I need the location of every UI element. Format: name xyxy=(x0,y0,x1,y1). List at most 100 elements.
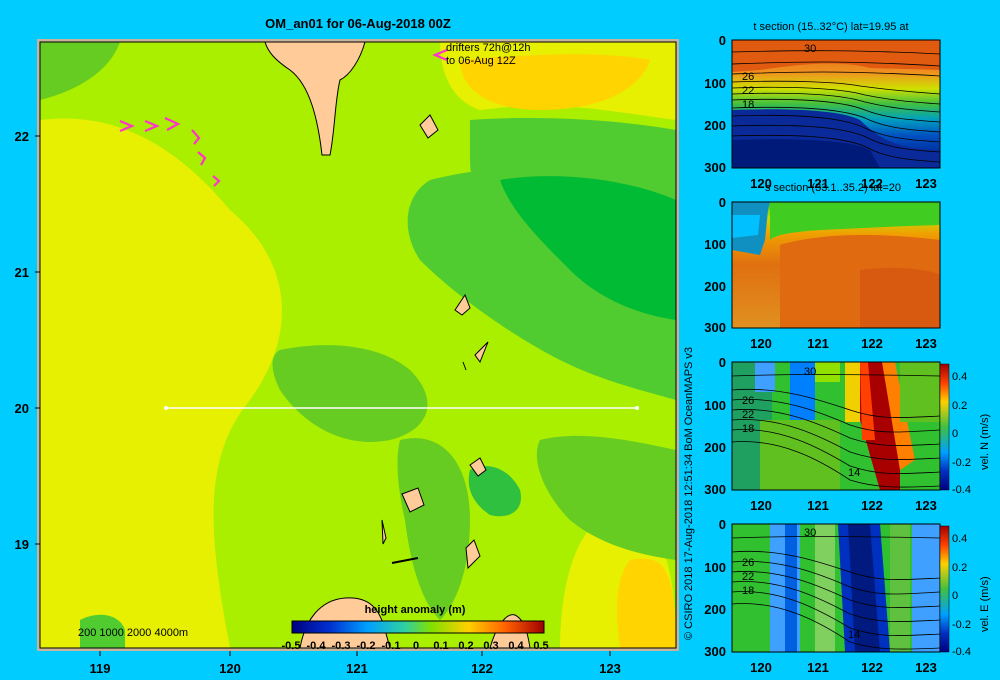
ve-label: vel. E (m/s) xyxy=(979,576,991,632)
svg-text:26: 26 xyxy=(742,395,754,407)
lat-tick: 21 xyxy=(15,265,29,280)
svg-text:300: 300 xyxy=(704,644,726,659)
svg-text:0.3: 0.3 xyxy=(483,640,498,652)
map-title: OM_an01 for 06-Aug-2018 00Z xyxy=(265,16,451,31)
ve-colorbar-ticks: 0.4 0.2 0 -0.2 -0.4 xyxy=(952,533,971,658)
lat-tick: 22 xyxy=(15,129,29,144)
svg-text:300: 300 xyxy=(704,482,726,497)
svg-text:200: 200 xyxy=(704,118,726,133)
vn-colorbar-ticks: 0.4 0.2 0 -0.2 -0.4 xyxy=(952,371,971,496)
svg-text:121: 121 xyxy=(807,498,829,513)
svg-text:14: 14 xyxy=(848,629,860,641)
svg-text:-0.3: -0.3 xyxy=(332,640,351,652)
s-section-title: s section (33.1..35.2) lat=20 xyxy=(765,182,901,194)
height-colorbar xyxy=(291,620,545,634)
svg-text:0.2: 0.2 xyxy=(952,400,967,412)
ve-colorbar xyxy=(939,525,950,653)
lon-axis: 119 120 121 122 123 xyxy=(90,651,621,676)
drifters-label-1: drifters 72h@12h xyxy=(446,42,531,54)
vn-label: vel. N (m/s) xyxy=(979,414,991,470)
svg-text:18: 18 xyxy=(742,99,754,111)
svg-text:-0.2: -0.2 xyxy=(952,619,971,631)
svg-text:200: 200 xyxy=(704,440,726,455)
t-section-panel: 30 26 22 18 xyxy=(731,39,941,169)
lon-tick: 120 xyxy=(219,661,241,676)
svg-text:30: 30 xyxy=(804,366,816,378)
svg-text:120: 120 xyxy=(750,176,772,191)
svg-text:-0.4: -0.4 xyxy=(307,640,327,652)
svg-text:0: 0 xyxy=(719,33,726,48)
drifters-label-2: to 06-Aug 12Z xyxy=(446,55,516,67)
svg-text:-0.4: -0.4 xyxy=(952,646,971,658)
svg-text:122: 122 xyxy=(861,336,883,351)
lon-tick: 119 xyxy=(90,661,111,676)
svg-text:0.2: 0.2 xyxy=(458,640,473,652)
svg-text:0.4: 0.4 xyxy=(952,533,967,545)
lat-tick: 20 xyxy=(15,401,29,416)
svg-text:-0.2: -0.2 xyxy=(357,640,376,652)
svg-text:18: 18 xyxy=(742,423,754,435)
svg-text:0.5: 0.5 xyxy=(533,640,548,652)
svg-text:100: 100 xyxy=(704,560,726,575)
svg-text:123: 123 xyxy=(915,498,937,513)
svg-text:300: 300 xyxy=(704,320,726,335)
lat-axis: 22 21 20 19 xyxy=(15,129,40,552)
svg-text:123: 123 xyxy=(915,336,937,351)
svg-text:200: 200 xyxy=(704,602,726,617)
svg-text:0: 0 xyxy=(719,195,726,210)
section-axes: 0 100 200 300 120 121 122 123 0 100 200 … xyxy=(704,33,937,675)
svg-text:22: 22 xyxy=(742,409,754,421)
lon-tick: 123 xyxy=(599,661,621,676)
svg-text:0.4: 0.4 xyxy=(952,371,967,383)
svg-text:26: 26 xyxy=(742,557,754,569)
svg-text:-0.1: -0.1 xyxy=(382,640,401,652)
svg-text:122: 122 xyxy=(861,176,883,191)
svg-text:120: 120 xyxy=(750,498,772,513)
svg-text:22: 22 xyxy=(742,571,754,583)
svg-text:30: 30 xyxy=(804,43,816,55)
svg-text:0.1: 0.1 xyxy=(433,640,448,652)
svg-text:100: 100 xyxy=(704,76,726,91)
depth-legend: 200 1000 2000 4000m xyxy=(78,627,188,639)
svg-text:121: 121 xyxy=(807,660,829,675)
credit-text: © CSIRO 2018 17-Aug-2018 12:51:34 BoM Oc… xyxy=(683,347,695,640)
svg-text:0: 0 xyxy=(719,355,726,370)
svg-text:0: 0 xyxy=(719,517,726,532)
svg-text:26: 26 xyxy=(742,71,754,83)
ve-section-panel: 30 26 22 18 14 xyxy=(731,523,941,653)
svg-text:0: 0 xyxy=(952,590,958,602)
svg-text:122: 122 xyxy=(861,498,883,513)
svg-text:-0.5: -0.5 xyxy=(282,640,301,652)
colorbar-ticks: -0.5 -0.4 -0.3 -0.2 -0.1 0 0.1 0.2 0.3 0… xyxy=(282,640,549,652)
lat-tick: 19 xyxy=(15,537,29,552)
lon-tick: 121 xyxy=(346,661,368,676)
svg-text:122: 122 xyxy=(861,660,883,675)
svg-text:-0.2: -0.2 xyxy=(952,457,971,469)
svg-text:200: 200 xyxy=(704,279,726,294)
svg-text:123: 123 xyxy=(915,176,937,191)
svg-text:100: 100 xyxy=(704,398,726,413)
svg-text:120: 120 xyxy=(750,660,772,675)
svg-text:120: 120 xyxy=(750,336,772,351)
colorbar-title: height anomaly (m) xyxy=(365,604,466,616)
svg-text:18: 18 xyxy=(742,585,754,597)
drifter-arrows xyxy=(119,48,448,187)
s-section-panel xyxy=(731,201,941,329)
svg-text:30: 30 xyxy=(804,527,816,539)
svg-text:100: 100 xyxy=(704,237,726,252)
svg-text:-0.4: -0.4 xyxy=(952,484,971,496)
svg-text:121: 121 xyxy=(807,176,829,191)
lon-tick: 122 xyxy=(471,661,493,676)
svg-text:22: 22 xyxy=(742,85,754,97)
svg-text:0: 0 xyxy=(952,428,958,440)
svg-text:123: 123 xyxy=(915,660,937,675)
vn-colorbar xyxy=(939,363,950,491)
svg-text:0: 0 xyxy=(413,640,419,652)
svg-text:300: 300 xyxy=(704,160,726,175)
svg-text:0.4: 0.4 xyxy=(508,640,524,652)
t-section-title: t section (15..32°C) lat=19.95 at xyxy=(753,21,908,33)
svg-text:14: 14 xyxy=(848,467,860,479)
height-anomaly-field xyxy=(40,42,676,648)
vn-section-panel: 30 26 22 18 14 xyxy=(731,361,941,491)
